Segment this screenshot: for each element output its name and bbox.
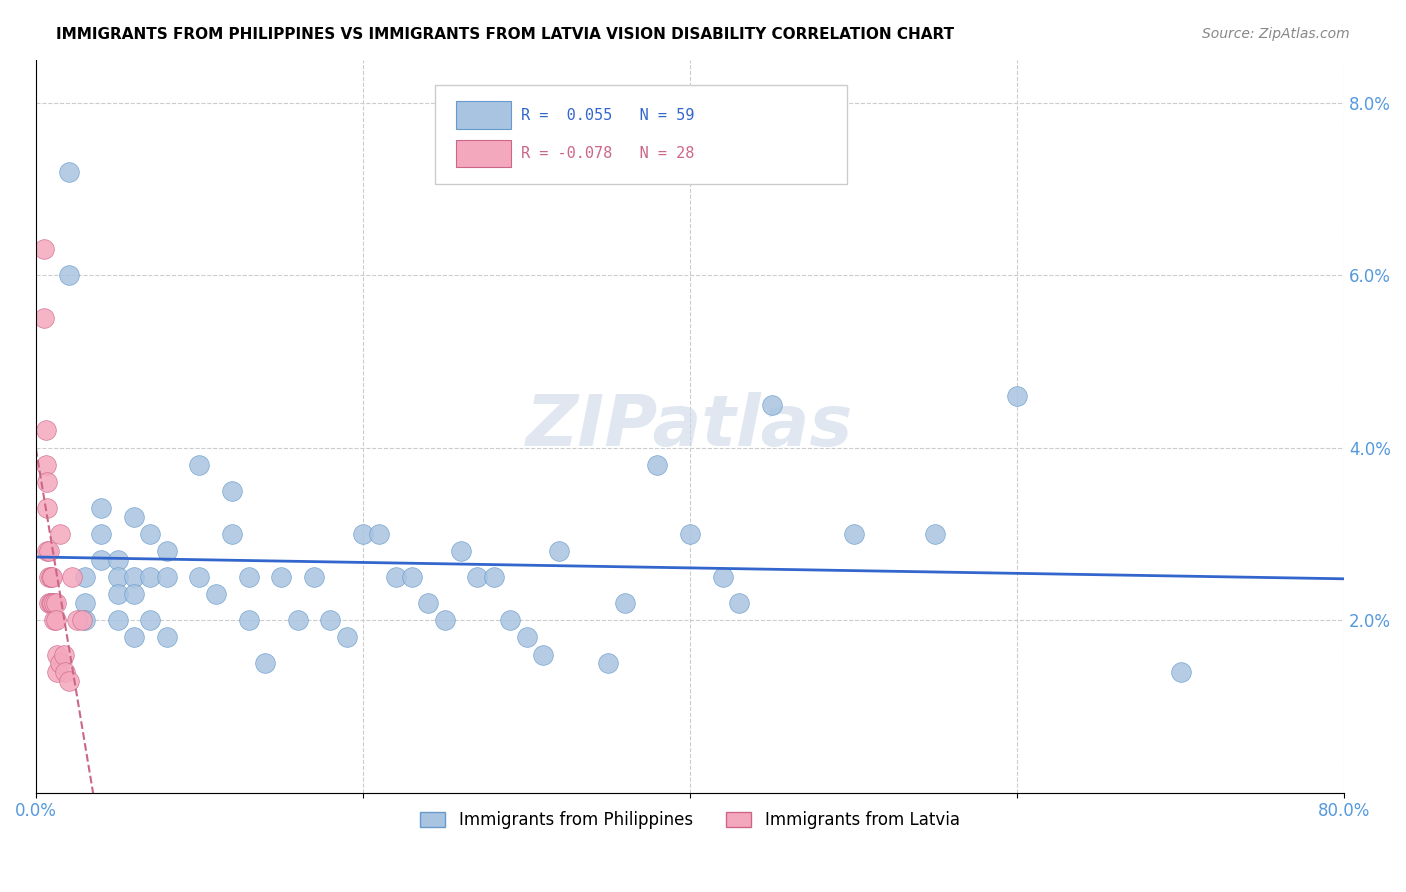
Point xyxy=(41,596,63,610)
Point xyxy=(46,648,69,662)
Point xyxy=(107,587,129,601)
Point xyxy=(122,570,145,584)
Point xyxy=(32,311,55,326)
Point xyxy=(139,570,162,584)
Point xyxy=(221,527,243,541)
Point xyxy=(39,596,62,610)
Point xyxy=(90,553,112,567)
Point xyxy=(647,458,669,472)
Point xyxy=(38,596,60,610)
Point xyxy=(90,501,112,516)
Point xyxy=(107,613,129,627)
Point xyxy=(1170,665,1192,679)
Point xyxy=(433,613,456,627)
FancyBboxPatch shape xyxy=(456,139,510,168)
Point xyxy=(37,475,59,490)
Point xyxy=(32,243,55,257)
Point xyxy=(70,613,93,627)
Point xyxy=(499,613,522,627)
FancyBboxPatch shape xyxy=(434,86,846,185)
Point xyxy=(761,398,783,412)
Point xyxy=(204,587,226,601)
Point xyxy=(45,596,67,610)
Point xyxy=(728,596,751,610)
Text: IMMIGRANTS FROM PHILIPPINES VS IMMIGRANTS FROM LATVIA VISION DISABILITY CORRELAT: IMMIGRANTS FROM PHILIPPINES VS IMMIGRANT… xyxy=(56,27,955,42)
Point xyxy=(924,527,946,541)
Point xyxy=(42,596,65,610)
Point xyxy=(60,570,83,584)
Point xyxy=(711,570,734,584)
Point xyxy=(368,527,391,541)
Point xyxy=(221,483,243,498)
Text: R =  0.055   N = 59: R = 0.055 N = 59 xyxy=(522,108,695,123)
Point xyxy=(45,613,67,627)
Point xyxy=(270,570,292,584)
Point xyxy=(336,631,359,645)
Point xyxy=(66,613,89,627)
Point xyxy=(35,424,58,438)
Point xyxy=(842,527,865,541)
Point xyxy=(418,596,440,610)
Point xyxy=(384,570,406,584)
Point xyxy=(38,544,60,558)
Point xyxy=(188,458,211,472)
Point xyxy=(156,570,179,584)
Point xyxy=(548,544,571,558)
Point xyxy=(49,657,72,671)
Text: Source: ZipAtlas.com: Source: ZipAtlas.com xyxy=(1202,27,1350,41)
Point xyxy=(482,570,505,584)
Point xyxy=(53,665,76,679)
Point xyxy=(122,509,145,524)
Point xyxy=(598,657,620,671)
Point xyxy=(35,458,58,472)
Point xyxy=(107,570,129,584)
Text: ZIPatlas: ZIPatlas xyxy=(526,392,853,460)
Point xyxy=(679,527,702,541)
Text: R = -0.078   N = 28: R = -0.078 N = 28 xyxy=(522,146,695,161)
Point xyxy=(319,613,342,627)
Point xyxy=(156,631,179,645)
Point xyxy=(531,648,554,662)
Point xyxy=(58,268,80,283)
Point xyxy=(90,527,112,541)
Point xyxy=(42,613,65,627)
Point xyxy=(515,631,537,645)
Point xyxy=(49,527,72,541)
Point xyxy=(52,648,75,662)
Point xyxy=(238,613,260,627)
Point xyxy=(37,501,59,516)
Legend: Immigrants from Philippines, Immigrants from Latvia: Immigrants from Philippines, Immigrants … xyxy=(413,805,966,836)
Point xyxy=(450,544,472,558)
Point xyxy=(1005,389,1028,403)
Point xyxy=(107,553,129,567)
Point xyxy=(38,570,60,584)
Point xyxy=(73,570,96,584)
Point xyxy=(139,527,162,541)
Point xyxy=(73,596,96,610)
Point xyxy=(39,570,62,584)
Point xyxy=(287,613,309,627)
FancyBboxPatch shape xyxy=(456,102,510,129)
Point xyxy=(58,165,80,179)
Point xyxy=(302,570,325,584)
Point xyxy=(73,613,96,627)
Point xyxy=(122,631,145,645)
Point xyxy=(188,570,211,584)
Point xyxy=(58,673,80,688)
Point xyxy=(613,596,636,610)
Point xyxy=(352,527,374,541)
Point xyxy=(238,570,260,584)
Point xyxy=(122,587,145,601)
Point xyxy=(46,665,69,679)
Point xyxy=(37,544,59,558)
Point xyxy=(401,570,423,584)
Point xyxy=(41,570,63,584)
Point xyxy=(156,544,179,558)
Point xyxy=(139,613,162,627)
Point xyxy=(467,570,489,584)
Point xyxy=(253,657,276,671)
